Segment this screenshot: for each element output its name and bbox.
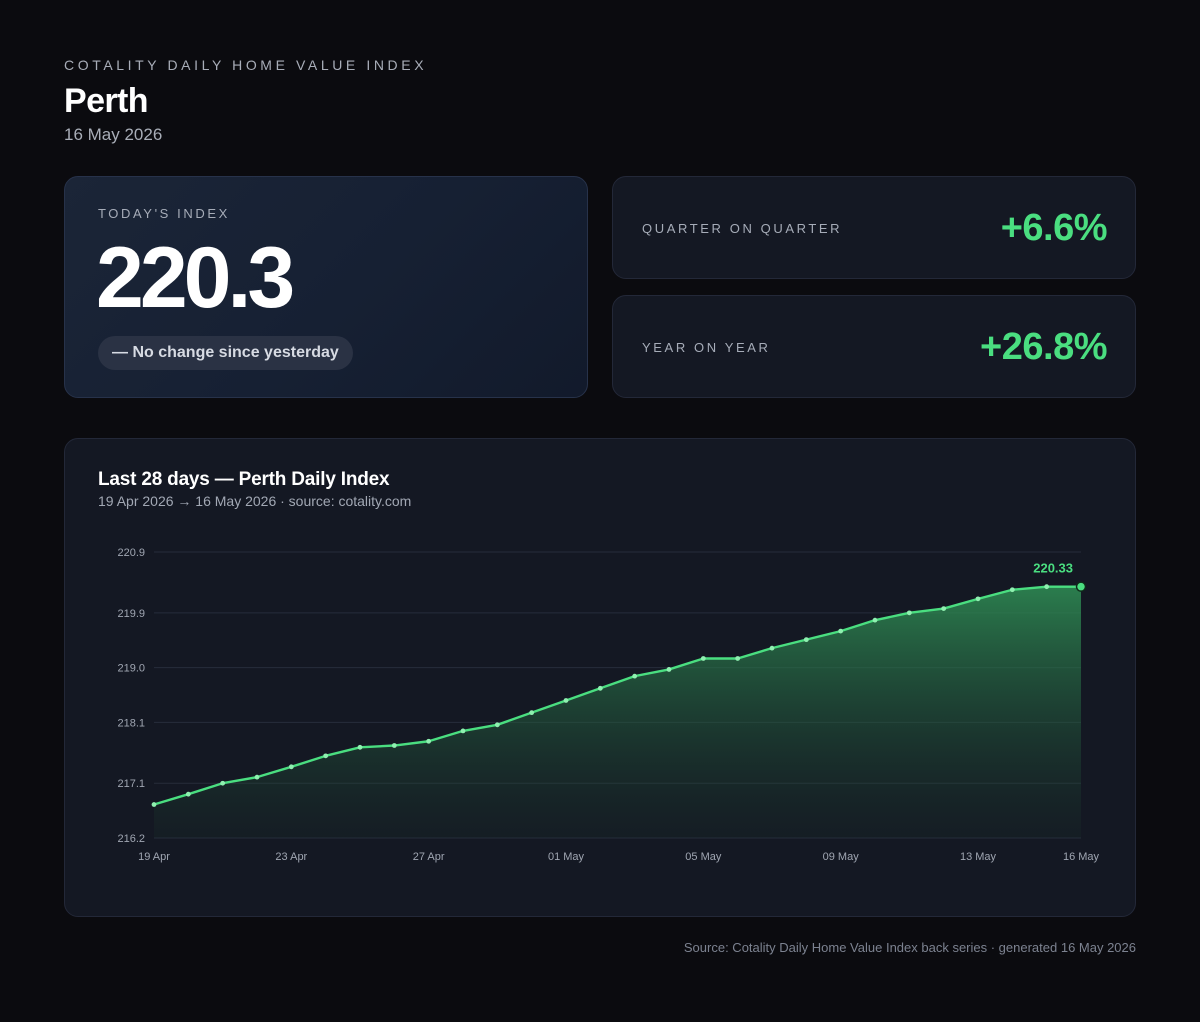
yoy-value: +26.8% xyxy=(980,326,1107,368)
data-point xyxy=(494,722,500,728)
eyebrow-label: COTALITY DAILY HOME VALUE INDEX xyxy=(64,57,428,73)
data-point xyxy=(185,791,191,797)
year-on-year-card: YEAR ON YEAR +26.8% xyxy=(612,295,1136,398)
chart-title: Last 28 days — Perth Daily Index xyxy=(98,469,390,490)
qoq-label: QUARTER ON QUARTER xyxy=(642,221,843,236)
area-fill xyxy=(154,586,1081,838)
data-point xyxy=(460,728,466,734)
data-point xyxy=(288,764,294,770)
y-tick-label: 219.9 xyxy=(117,608,145,620)
yoy-label: YEAR ON YEAR xyxy=(642,340,771,355)
footer-source: Source: Cotality Daily Home Value Index … xyxy=(683,940,1136,955)
data-point xyxy=(872,617,878,623)
data-point xyxy=(563,698,569,703)
data-point xyxy=(220,780,226,786)
data-point xyxy=(1009,587,1015,593)
last-value-label: 220.33 xyxy=(1033,561,1073,576)
today-index-label: TODAY'S INDEX xyxy=(98,206,230,221)
x-tick-label: 19 Apr xyxy=(138,851,170,863)
data-point xyxy=(838,628,844,634)
x-tick-label: 09 May xyxy=(823,851,860,863)
data-point xyxy=(975,596,981,602)
data-point xyxy=(941,606,947,611)
chart-subtitle: 19 Apr 2026 → 16 May 2026 · source: cota… xyxy=(98,493,412,509)
data-point xyxy=(391,743,397,748)
quarter-on-quarter-card: QUARTER ON QUARTER +6.6% xyxy=(612,176,1136,279)
page-title: Perth xyxy=(64,82,149,120)
x-tick-label: 27 Apr xyxy=(413,851,445,863)
x-tick-label: 16 May xyxy=(1063,851,1100,863)
data-point xyxy=(357,744,363,750)
data-point xyxy=(803,637,809,643)
x-tick-label: 23 Apr xyxy=(275,851,307,863)
today-index-value: 220.3 xyxy=(96,230,295,326)
data-point xyxy=(254,774,260,780)
data-point xyxy=(151,802,157,807)
data-point xyxy=(906,610,912,616)
data-point xyxy=(700,656,706,661)
last-data-point xyxy=(1075,581,1087,592)
page-date: 16 May 2026 xyxy=(64,125,163,144)
data-point xyxy=(632,673,638,679)
x-tick-label: 01 May xyxy=(548,851,585,863)
qoq-value: +6.6% xyxy=(1000,207,1108,249)
series-line xyxy=(153,585,1081,806)
x-tick-label: 05 May xyxy=(685,851,722,863)
y-tick-label: 216.2 xyxy=(117,833,145,845)
chart-card: Last 28 days — Perth Daily Index 19 Apr … xyxy=(64,438,1136,917)
x-tick-label: 13 May xyxy=(960,851,997,863)
data-point xyxy=(426,738,432,744)
y-tick-label: 219.0 xyxy=(117,663,145,675)
data-point xyxy=(597,685,603,691)
change-badge: — No change since yesterday xyxy=(98,336,353,370)
data-point xyxy=(769,645,775,651)
today-index-card: TODAY'S INDEX 220.3 — No change since ye… xyxy=(64,176,588,398)
data-point xyxy=(735,656,741,661)
index-line-chart: 220.9 219.9 219.0 218.1 217.1 216.2 19 Apr 23 … xyxy=(117,547,1100,863)
data-point xyxy=(323,753,329,759)
dashboard: COTALITY DAILY HOME VALUE INDEX Perth 16… xyxy=(64,0,1136,1022)
data-point xyxy=(666,667,672,672)
y-tick-label: 217.1 xyxy=(117,778,145,790)
data-point xyxy=(529,710,535,716)
y-tick-label: 220.9 xyxy=(117,547,145,559)
y-tick-label: 218.1 xyxy=(117,717,145,729)
data-point xyxy=(1044,584,1050,590)
